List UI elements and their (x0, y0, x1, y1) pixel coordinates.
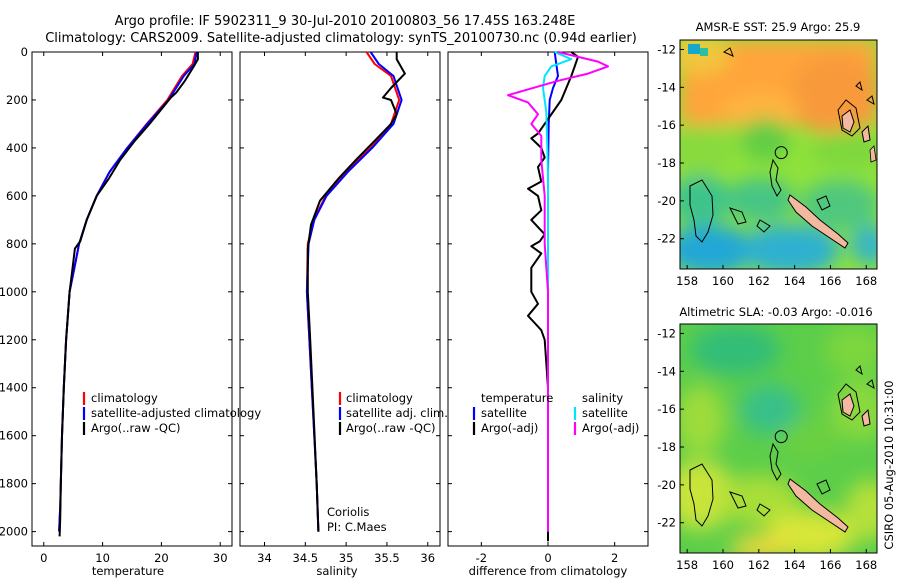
difference-temp-satellite-line (547, 51, 559, 532)
y-tick-label: 1800 (0, 477, 28, 491)
difference-legend-salinity: salinity satellite Argo(-adj) (573, 391, 639, 435)
sla-map-frame (679, 323, 878, 554)
legend-label-sal-argo: Argo(-adj) (582, 421, 639, 435)
temperature-axes-frame (31, 51, 233, 547)
data-center-label: Coriolis (327, 505, 369, 519)
temperature-climatology-line (58, 51, 197, 532)
legend-label-satellite: satellite-adjusted climatology (91, 406, 261, 420)
x-tick-label: 0 (40, 551, 47, 565)
map-x-tick-label: 162 (748, 558, 770, 572)
x-tick-label: 36 (420, 551, 435, 565)
x-tick-label: 20 (154, 551, 169, 565)
sla-map-title: Altimetric SLA: -0.03 Argo: -0.016 (679, 305, 872, 319)
legend-label-sal-satellite: satellite (582, 406, 628, 420)
x-tick-label: 10 (95, 551, 110, 565)
map-x-tick-label: 160 (712, 274, 734, 288)
legend-label-climatology: climatology (91, 391, 158, 405)
y-tick-label: 800 (6, 237, 28, 251)
map-y-tick-label: -16 (657, 118, 676, 132)
map-x-tick-label: 166 (819, 558, 841, 572)
sla-map-panel: Altimetric SLA: -0.03 Argo: -0.016 (657, 305, 878, 572)
salinity-legend: climatology satellite adj. clim. Argo(..… (338, 391, 448, 435)
y-tick-label: 1600 (0, 429, 28, 443)
sst-map-title: AMSR-E SST: 25.9 Argo: 25.9 (696, 20, 861, 34)
x-tick-label: 35.5 (374, 551, 400, 565)
sst-map-panel: AMSR-E SST: 25.9 Argo: 25.9 (657, 20, 878, 288)
y-tick-label: 1000 (0, 285, 28, 299)
y-tick-label: 0 (21, 45, 28, 59)
temperature-xlabel: temperature (92, 564, 164, 578)
y-tick-label: 600 (6, 189, 28, 203)
difference-xlabel: difference from climatology (469, 564, 628, 578)
map-x-tick-label: 162 (748, 274, 770, 288)
salinity-axes-frame (239, 51, 441, 547)
map-x-tick-label: 164 (784, 274, 806, 288)
map-x-tick-label: 168 (855, 274, 877, 288)
temperature-panel: 0 10 20 30 0 200 400 600 800 1000 1200 1400 1600 180… (0, 45, 261, 578)
x-tick-label: -2 (476, 551, 487, 565)
map-x-tick-label: 160 (712, 558, 734, 572)
map-x-tick-label: 168 (855, 558, 877, 572)
x-tick-label: 2 (611, 551, 618, 565)
difference-panel: -2 0 2 difference from climatology tempera… (447, 51, 649, 578)
pi-label: PI: C.Maes (327, 520, 387, 534)
map-y-tick-label: -22 (657, 232, 676, 246)
map-y-tick-label: -12 (657, 326, 676, 340)
sst-field (680, 40, 877, 269)
x-tick-label: 30 (213, 551, 228, 565)
legend-label-temp-argo: Argo(-adj) (481, 421, 538, 435)
x-tick-label: 35 (339, 551, 354, 565)
salinity-xlabel: salinity (316, 564, 357, 578)
y-tick-label: 1400 (0, 381, 28, 395)
sst-profile-location-marker (774, 146, 788, 160)
timestamp-stamp: CSIRO 05-Aug-2010 10:31:00 (882, 380, 896, 549)
map-x-tick-label: 158 (676, 274, 698, 288)
y-tick-label: 200 (6, 93, 28, 107)
sla-profile-location-marker (774, 430, 788, 444)
temperature-argo-line (58, 52, 199, 537)
temperature-satellite-line (58, 51, 198, 532)
temperature-legend: climatology satellite-adjusted climatolo… (82, 391, 261, 435)
legend-label-satellite: satellite adj. clim. (346, 406, 448, 420)
y-tick-label: 2000 (0, 525, 28, 539)
map-x-tick-label: 166 (819, 274, 841, 288)
legend-label-climatology: climatology (346, 391, 413, 405)
map-x-tick-label: 158 (676, 558, 698, 572)
salinity-climatology-line (305, 51, 401, 532)
x-tick-label: 34.5 (293, 551, 319, 565)
map-y-tick-label: -16 (657, 402, 676, 416)
figure-title-line2: Climatology: CARS2009. Satellite-adjuste… (45, 31, 637, 46)
map-y-tick-label: -18 (657, 156, 676, 170)
sla-field (680, 324, 877, 553)
difference-temp-argo-line (527, 51, 579, 542)
map-x-tick-label: 164 (784, 558, 806, 572)
difference-sal-argo-line (507, 51, 609, 532)
y-tick-label: 400 (6, 141, 28, 155)
legend-salinity-heading: salinity (582, 391, 623, 405)
y-tick-label: 1200 (0, 333, 28, 347)
map-y-tick-label: -12 (657, 42, 676, 56)
x-tick-label: 0 (544, 551, 551, 565)
legend-label-argo: Argo(..raw -QC) (346, 421, 436, 435)
map-y-tick-label: -20 (657, 478, 676, 492)
map-y-tick-label: -14 (657, 80, 676, 94)
figure-title-line1: Argo profile: IF 5902311_9 30-Jul-2010 2… (115, 14, 576, 29)
x-tick-label: 34 (257, 551, 272, 565)
legend-temperature-heading: temperature (481, 391, 553, 405)
difference-legend-temperature: temperature satellite Argo(-adj) (472, 391, 553, 435)
salinity-argo-line (306, 52, 406, 532)
map-y-tick-label: -18 (657, 440, 676, 454)
map-y-tick-label: -22 (657, 516, 676, 530)
salinity-panel: 34 34.5 35 35.5 36 salinity climatology sate… (239, 51, 448, 578)
salinity-satellite-line (305, 51, 403, 532)
legend-label-argo: Argo(..raw -QC) (91, 421, 181, 435)
map-y-tick-label: -20 (657, 194, 676, 208)
sst-map-frame (679, 39, 878, 270)
map-y-tick-label: -14 (657, 364, 676, 378)
legend-label-temp-satellite: satellite (481, 406, 527, 420)
